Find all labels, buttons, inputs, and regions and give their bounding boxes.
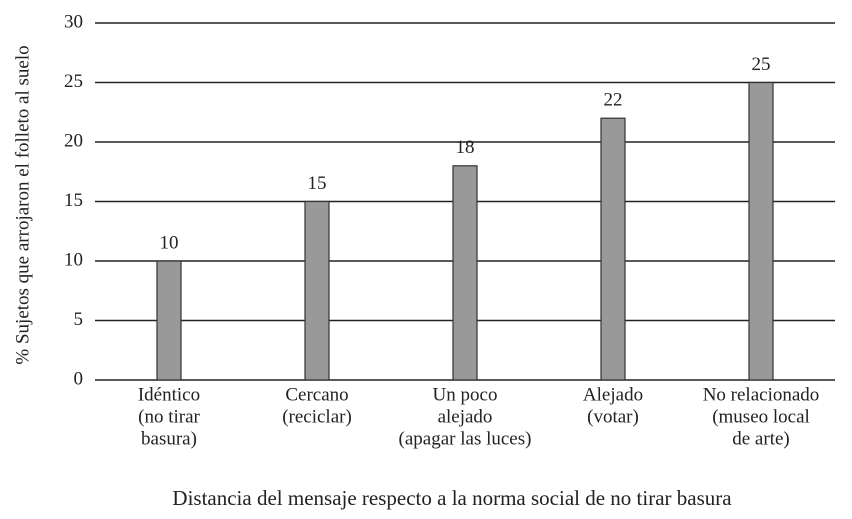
y-tick-label: 10 (64, 249, 83, 270)
x-tick-label: (votar) (587, 406, 639, 427)
x-tick-label: alejado (438, 406, 493, 427)
x-tick-label: No relacionado (703, 384, 820, 405)
bar (748, 81, 774, 381)
data-label: 22 (604, 90, 623, 111)
x-axis-label: Distancia del mensaje respecto a la norm… (172, 486, 732, 510)
y-axis-label: % Sujetos que arrojaron el folleto al su… (12, 45, 33, 364)
x-tick-label: Alejado (583, 384, 643, 405)
data-label: 15 (308, 173, 327, 194)
x-tick-label: (apagar las luces) (399, 428, 532, 449)
bar (156, 260, 182, 381)
y-tick-label: 15 (64, 190, 83, 211)
x-tick-label: (reciclar) (282, 406, 352, 427)
data-label: 10 (160, 232, 179, 253)
x-tick-label: (museo local (712, 406, 810, 427)
bar (304, 200, 330, 381)
y-tick-label: 5 (74, 309, 84, 330)
x-tick-label: Idéntico (138, 384, 200, 405)
data-label: 25 (752, 54, 771, 75)
y-tick-label: 20 (64, 130, 83, 151)
x-tick-label: Cercano (285, 384, 348, 405)
y-tick-label: 0 (74, 368, 84, 389)
x-tick-label: basura) (141, 428, 197, 449)
y-tick-label: 25 (64, 71, 83, 92)
x-tick-label: (no tirar (138, 406, 200, 427)
data-label: 18 (456, 137, 475, 158)
y-tick-label: 30 (64, 11, 83, 32)
bar (452, 165, 478, 381)
bar (600, 117, 626, 381)
x-tick-label: Un poco (433, 384, 498, 405)
x-tick-label: de arte) (732, 428, 789, 449)
